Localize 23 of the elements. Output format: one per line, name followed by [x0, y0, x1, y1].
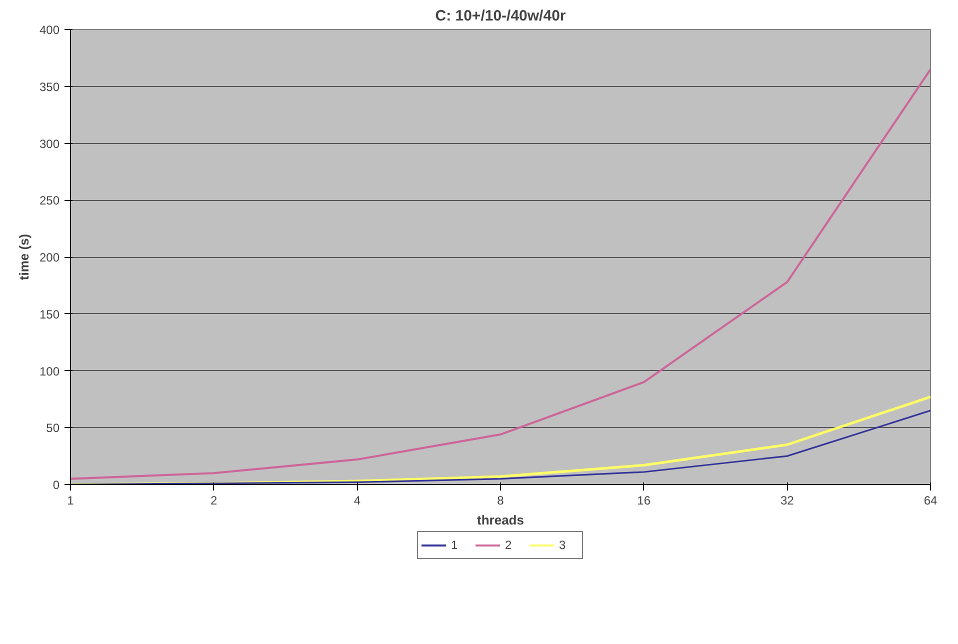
- y-tick-label: 50: [46, 421, 60, 436]
- y-tick-label: 250: [39, 194, 60, 208]
- y-tick-label: 200: [39, 250, 60, 264]
- x-tick-label: 8: [497, 494, 504, 508]
- y-tick-label: 350: [39, 80, 60, 94]
- x-tick-label: 4: [354, 494, 361, 508]
- y-tick-label: 0: [52, 478, 60, 492]
- y-tick-label: 100: [39, 364, 60, 378]
- x-tick-label: 16: [637, 494, 651, 508]
- line-series: [70, 68, 930, 480]
- y-tick-label: 400: [39, 23, 60, 37]
- x-tick-label: 1: [67, 494, 74, 508]
- chart-title: C: 10+/10-/40w/40r: [435, 8, 566, 24]
- legend-label: 3: [559, 538, 567, 552]
- x-axis-title: threads: [477, 512, 524, 528]
- x-tick-label: 32: [780, 494, 794, 508]
- y-tick-label: 300: [39, 136, 60, 151]
- x-tick-label: 64: [924, 494, 938, 508]
- legend-label: 2: [505, 538, 513, 552]
- x-tick-label: 2: [210, 494, 218, 508]
- y-axis-title: time (s): [16, 234, 32, 280]
- y-tick-label: 150: [39, 307, 60, 322]
- legend-label: 1: [451, 538, 459, 552]
